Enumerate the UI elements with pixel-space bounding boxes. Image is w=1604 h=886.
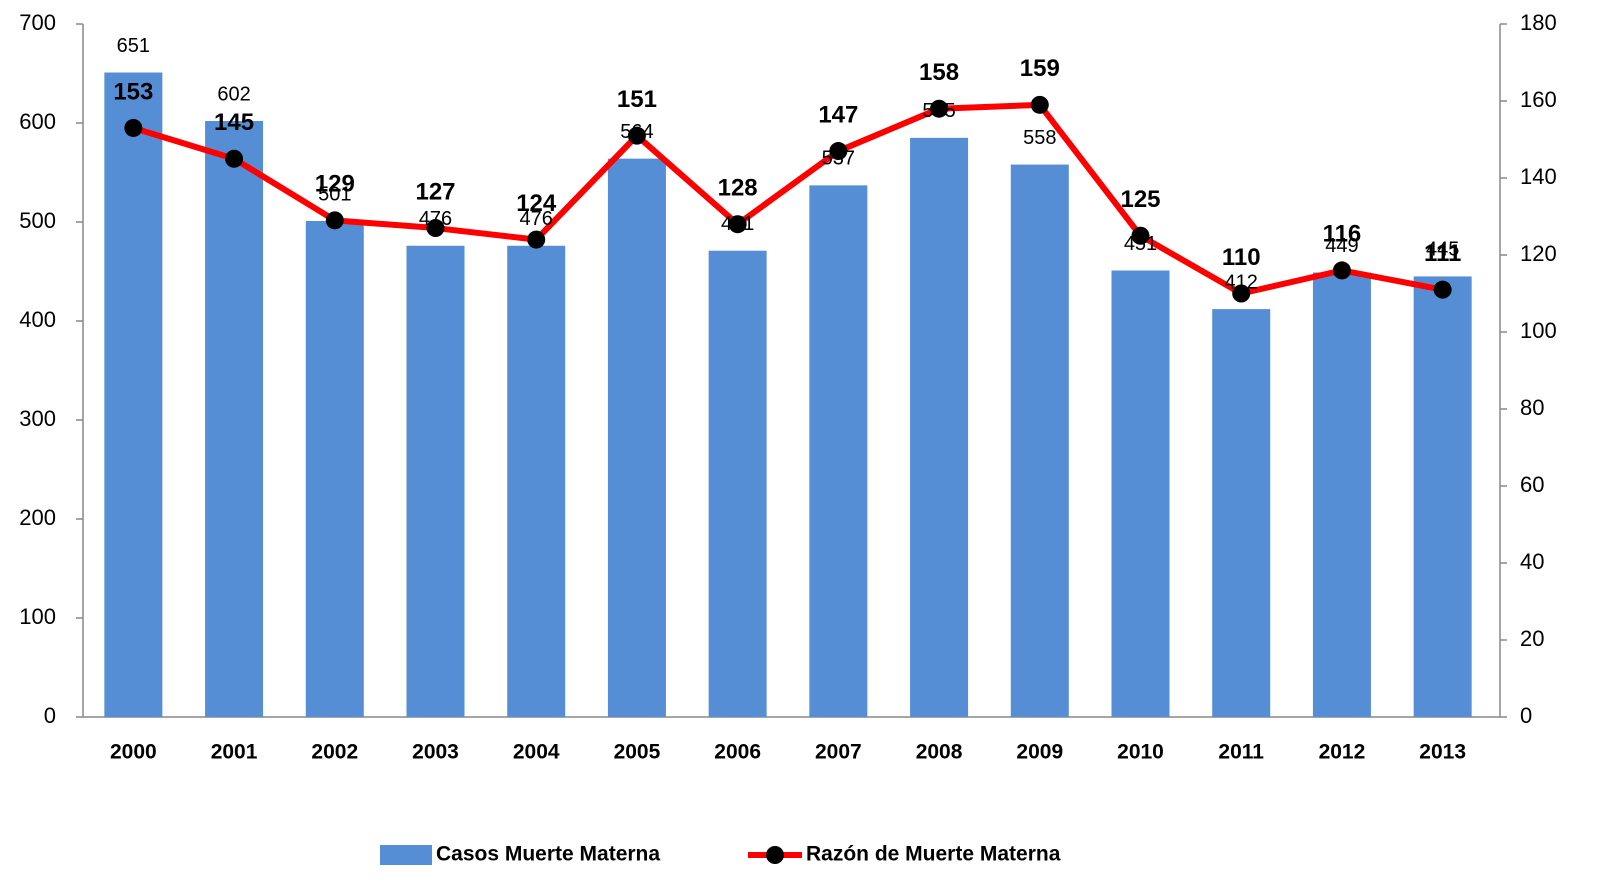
bar-value-label: 651: [117, 35, 150, 57]
x-tick-label: 2006: [714, 741, 761, 764]
bar-value-label: 451: [1124, 233, 1157, 255]
x-tick-label: 2010: [1117, 741, 1164, 764]
line-value-label: 158: [919, 59, 959, 86]
x-tick-label: 2012: [1319, 741, 1366, 764]
marker: [124, 118, 143, 137]
y-tick-label: 600: [19, 109, 56, 134]
marker: [627, 126, 646, 145]
y2-tick-label: 20: [1520, 626, 1544, 651]
marker: [426, 219, 445, 238]
bar: [1312, 272, 1371, 717]
bar-value-label: 471: [721, 213, 754, 235]
y-tick-label: 100: [19, 604, 56, 629]
bar-value-label: 449: [1325, 235, 1358, 257]
marker: [325, 211, 344, 230]
line-value-label: 127: [415, 178, 455, 205]
marker: [1030, 95, 1049, 114]
bar: [809, 185, 868, 717]
x-tick-label: 2005: [614, 741, 661, 764]
line-value-label: 111: [1424, 240, 1461, 267]
y-tick-label: 400: [19, 307, 56, 332]
y2-tick-label: 40: [1520, 549, 1544, 574]
y-tick-label: 200: [19, 505, 56, 530]
line-value-label: 128: [718, 175, 758, 202]
line: [132, 101, 1444, 297]
line-value-label: 151: [617, 86, 657, 113]
marker: [829, 142, 848, 161]
y2-tick-label: 140: [1520, 164, 1557, 189]
x-tick-label: 2013: [1419, 741, 1466, 764]
bar: [1010, 164, 1069, 717]
y-tick-label: 300: [19, 406, 56, 431]
bar-value-label: 476: [419, 208, 452, 230]
line-value-label: 129: [315, 171, 355, 198]
legend-label: Casos Muerte Materna: [436, 843, 660, 866]
x-tick-label: 2003: [412, 741, 459, 764]
marker: [527, 230, 546, 249]
legend-marker: [766, 846, 784, 864]
marker: [930, 99, 949, 118]
bar: [708, 250, 767, 717]
line-value-label: 145: [214, 109, 254, 136]
legend-swatch: [380, 845, 432, 865]
marker: [1131, 226, 1150, 245]
x-tick-label: 2004: [513, 741, 560, 764]
y2-tick-label: 120: [1520, 241, 1557, 266]
x-tick-label: 2002: [311, 741, 358, 764]
line-value-label: 125: [1120, 186, 1160, 213]
marker: [225, 149, 244, 168]
bar-value-label: 602: [217, 83, 250, 105]
marker: [1232, 284, 1251, 303]
x-tick-label: 2011: [1218, 741, 1264, 764]
bar-value-label: 537: [822, 148, 855, 170]
y2-tick-label: 80: [1520, 395, 1544, 420]
bar: [205, 121, 264, 717]
line-value-label: 147: [818, 101, 858, 128]
bar-value-label: 558: [1023, 127, 1056, 149]
bar: [1413, 276, 1472, 717]
y2-tick-label: 100: [1520, 318, 1557, 343]
bar-value-label: 501: [318, 183, 351, 205]
line-value-label: 153: [113, 78, 153, 105]
bar-value-label: 412: [1225, 271, 1258, 293]
bar-value-label: 564: [620, 121, 653, 143]
bar-value-label: 445: [1426, 239, 1459, 261]
marker: [728, 215, 747, 234]
y2-tick-label: 180: [1520, 10, 1557, 35]
y2-tick-label: 60: [1520, 472, 1544, 497]
bar-value-label: 585: [922, 100, 955, 122]
x-tick-label: 2008: [916, 741, 963, 764]
bar: [507, 245, 566, 717]
line-value-label: 124: [516, 190, 557, 217]
bar: [1111, 270, 1170, 717]
bar: [305, 221, 364, 717]
marker: [1332, 261, 1351, 280]
x-tick-label: 2007: [815, 741, 862, 764]
x-tick-label: 2009: [1016, 741, 1063, 764]
bar: [1212, 309, 1271, 717]
y2-tick-label: 0: [1520, 703, 1532, 728]
line-value-label: 159: [1020, 55, 1060, 82]
marker: [1433, 280, 1452, 299]
legend-label: Razón de Muerte Materna: [806, 843, 1061, 866]
line-value-label: 110: [1222, 244, 1261, 271]
x-tick-label: 2000: [110, 741, 157, 764]
bar: [406, 245, 465, 717]
bar-value-label: 476: [520, 208, 553, 230]
line-value-label: 116: [1323, 221, 1362, 248]
bar: [607, 158, 666, 717]
y-tick-label: 700: [19, 10, 56, 35]
bar: [910, 137, 969, 718]
y-tick-label: 0: [44, 703, 56, 728]
bar: [104, 72, 163, 717]
y2-tick-label: 160: [1520, 87, 1557, 112]
x-tick-label: 2001: [211, 741, 258, 764]
y-tick-label: 500: [19, 208, 56, 233]
